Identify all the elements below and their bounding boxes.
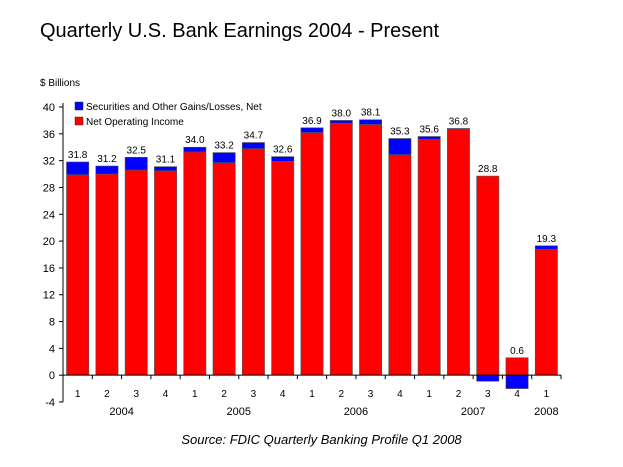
bar-net-operating-income [271,161,295,376]
y-tick-label: 0 [49,370,55,382]
source-note: Source: FDIC Quarterly Banking Profile Q… [181,432,462,447]
bar-securities-gains [300,127,324,133]
x-tick-label: 4 [280,389,286,400]
y-tick-label: 12 [43,290,55,302]
bar-net-operating-income [534,248,558,376]
x-tick-label: 4 [514,389,520,400]
x-tick-label: 4 [163,389,169,400]
legend-swatch [74,116,84,126]
bar-securities-gains [183,146,207,153]
data-label: 34.0 [185,135,205,146]
data-label: 31.2 [97,154,117,165]
bar-securities-gains [359,119,383,125]
data-label: 28.8 [478,164,498,175]
bar-securities-gains [212,152,236,163]
bar-net-operating-income [476,175,500,376]
data-label: 35.3 [390,127,410,138]
bar-net-operating-income [300,132,324,376]
legend-label: Securities and Other Gains/Losses, Net [86,102,262,113]
legend-swatch [74,101,84,111]
bar-net-operating-income [359,124,383,376]
x-tick-label: 1 [192,389,198,400]
data-label: 36.9 [302,116,322,127]
x-tick-label: 2 [221,389,227,400]
bar-net-operating-income [417,138,441,376]
data-label: 38.1 [361,108,381,119]
year-label: 2005 [227,406,251,418]
legend-label: Net Operating Income [86,117,184,128]
data-label: 0.6 [510,346,524,357]
year-label: 2004 [109,406,133,418]
x-tick-label: 3 [133,389,139,400]
y-tick-label: 8 [49,317,55,329]
bar-net-operating-income [154,170,177,376]
bar-securities-gains [505,374,529,389]
y-tick-label: 36 [43,129,55,141]
bar-securities-gains [66,161,90,176]
y-tick-label: -4 [45,397,55,409]
x-tick-label: 2 [104,389,110,400]
bar-securities-gains [534,245,558,250]
bar-net-operating-income [124,169,148,376]
x-tick-label: 2 [339,389,345,400]
bar-net-operating-income [66,174,90,376]
bar-securities-gains [95,165,119,175]
bar-net-operating-income [505,357,529,376]
y-axis-label: $ Billions [40,78,80,89]
bar-net-operating-income [183,151,207,376]
data-label: 31.1 [156,155,176,166]
data-label: 19.3 [537,234,557,245]
bar-net-operating-income [388,154,412,376]
bar-securities-gains [476,374,500,382]
bar-net-operating-income [95,173,119,376]
year-label: 2007 [461,406,485,418]
bar-net-operating-income [447,128,470,376]
bar-net-operating-income [241,148,265,376]
bar-securities-gains [154,166,177,171]
y-tick-label: 40 [43,102,55,114]
bar-securities-gains [417,136,441,140]
data-label: 35.6 [419,125,439,136]
y-tick-label: 4 [49,343,55,355]
x-tick-label: 4 [397,389,403,400]
bar-securities-gains [124,156,148,171]
bar-securities-gains [271,156,295,162]
y-tick-label: 28 [43,182,55,194]
y-tick-label: 16 [43,263,55,275]
bar-net-operating-income [212,162,236,376]
x-tick-label: 3 [368,389,374,400]
year-label: 2006 [344,406,368,418]
x-tick-label: 1 [544,389,550,400]
x-tick-label: 1 [75,389,81,400]
year-label: 2008 [534,406,558,418]
data-label: 31.8 [68,150,88,161]
data-label: 38.0 [332,108,352,119]
bar-securities-gains [241,142,265,149]
bar-securities-gains [388,138,412,155]
x-tick-label: 1 [426,389,432,400]
x-tick-label: 1 [309,389,315,400]
bar-securities-gains [447,128,470,130]
bar-securities-gains [329,120,353,124]
x-tick-label: 3 [485,389,491,400]
data-label: 32.5 [127,145,147,156]
data-label: 32.6 [273,145,293,156]
x-tick-label: 3 [251,389,257,400]
data-label: 33.2 [214,141,234,152]
chart-title: Quarterly U.S. Bank Earnings 2004 - Pres… [40,20,440,42]
bar-net-operating-income [329,122,353,376]
data-label: 36.8 [449,116,469,127]
x-tick-label: 2 [456,389,462,400]
y-tick-label: 24 [43,209,55,221]
data-label: 34.7 [244,131,264,142]
y-tick-label: 20 [43,236,55,248]
y-tick-label: 32 [43,156,55,168]
